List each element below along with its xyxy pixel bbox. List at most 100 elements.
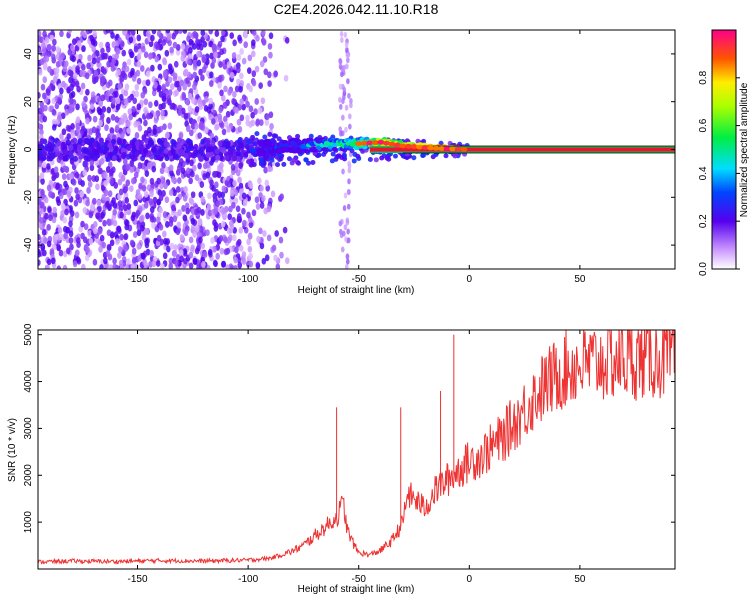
spectrogram-cell <box>261 194 266 202</box>
spectrogram-cell <box>189 129 194 137</box>
spectrogram-cell <box>81 64 86 71</box>
spectrogram-cell <box>98 137 104 144</box>
spectrogram-cell <box>130 264 136 269</box>
spectrogram-cell <box>164 196 170 204</box>
spectrogram-cell <box>157 148 163 155</box>
spectrogram-cell <box>145 79 151 87</box>
spectrogram-cell <box>257 177 262 185</box>
spectrogram-cell <box>71 178 77 186</box>
spectrogram-cell <box>175 49 181 56</box>
spectrogram-cell <box>268 51 273 59</box>
spectrogram-cell <box>51 108 57 116</box>
spectrogram-cell <box>284 36 290 44</box>
spectrogram-cell <box>51 216 57 224</box>
spectrogram-cell <box>205 229 210 236</box>
spectrogram-cell <box>151 222 156 229</box>
spectrogram-cell <box>217 81 222 89</box>
spectrogram-cell <box>163 147 169 154</box>
spectrogram-cell <box>246 211 251 219</box>
spectrogram-cell <box>218 61 223 68</box>
spectrogram-cell <box>98 100 103 108</box>
spectrogram-cell <box>161 161 166 169</box>
spectrogram-cell <box>184 202 190 210</box>
spectrogram-cell <box>143 51 149 59</box>
spectrogram-cell <box>207 192 212 200</box>
spectrogram-cell <box>152 128 158 136</box>
spectrogram-cell <box>107 79 113 87</box>
spectrogram-cell <box>204 95 209 103</box>
spectrogram-cell <box>65 139 71 146</box>
spectrogram-cell <box>222 140 228 147</box>
spectrogram-cell <box>133 45 139 53</box>
spectrogram-cell <box>82 207 88 214</box>
spectrogram-cell <box>156 234 162 242</box>
y-tick-label: 4000 <box>23 370 34 393</box>
spectrogram-cell <box>346 203 351 210</box>
spectrogram-cell <box>140 176 145 184</box>
spectrogram-cell <box>81 263 86 269</box>
spectrogram-cell <box>162 58 168 66</box>
spectrogram-cell <box>198 155 204 162</box>
spectrogram-cell <box>47 50 52 58</box>
spectrogram-cell <box>232 39 237 47</box>
snr-series-line <box>38 330 675 565</box>
spectrogram-cell <box>92 258 98 266</box>
spectrogram-cell <box>98 167 103 175</box>
spectrogram-cell <box>119 233 124 241</box>
spectrogram-cell <box>121 49 127 57</box>
spectrogram-cell <box>105 45 111 53</box>
spectrogram-cell <box>172 189 177 197</box>
spectrogram-cell <box>156 177 161 185</box>
signal-ridge-cell <box>393 142 401 148</box>
spectrogram-cell <box>168 67 174 75</box>
spectrogram-cell <box>214 123 220 131</box>
spectrogram-cell <box>171 32 176 40</box>
spectrogram-cell <box>200 124 205 131</box>
spectrogram-cell <box>159 167 165 175</box>
spectrogram-cell <box>117 252 122 259</box>
spectrogram-cell <box>230 163 236 171</box>
spectrogram-cell <box>62 155 68 162</box>
spectrogram-cell <box>84 72 90 80</box>
spectrogram-cell <box>278 236 284 244</box>
spectrogram-cell <box>346 228 350 235</box>
spectrogram-cell <box>150 64 155 72</box>
spectrogram-cell <box>194 174 200 182</box>
spectrogram-cell <box>87 174 92 182</box>
spectrogram-cell <box>234 246 239 254</box>
spectrogram-cell <box>101 106 107 113</box>
spectrogram-cell <box>219 48 225 56</box>
spectrogram-cell <box>122 126 128 134</box>
spectrogram-cell <box>192 230 197 238</box>
spectrogram-cell <box>200 30 206 36</box>
spectrogram-cell <box>166 33 172 41</box>
spectrogram-cell <box>182 214 188 222</box>
spectrogram-cell <box>190 97 196 104</box>
spectrogram-cell <box>347 113 352 120</box>
spectrogram-cell <box>94 75 99 83</box>
spectrogram-cell <box>122 204 128 212</box>
spectrogram-cell <box>345 47 349 54</box>
spectrogram-cell <box>116 68 121 76</box>
spectrogram-cell <box>64 108 70 116</box>
spectrogram-cell <box>221 207 226 215</box>
spectrogram-cell <box>80 82 86 90</box>
spectrogram-cell <box>102 68 107 75</box>
spectrogram-cell <box>94 149 100 156</box>
spectrogram-cell <box>117 36 123 44</box>
spectrogram-cell <box>214 148 220 155</box>
spectrogram-cell <box>251 70 257 78</box>
spectrogram-cell <box>38 68 43 76</box>
spectrogram-cell <box>42 63 48 71</box>
spectrogram-cell <box>72 155 78 162</box>
spectrogram-cell <box>68 92 74 100</box>
spectrogram-cell <box>160 263 165 269</box>
spectrogram-cell <box>143 191 149 198</box>
spectrogram-cell <box>137 43 142 50</box>
spectrogram-cell <box>124 83 130 91</box>
spectrogram-cell <box>217 140 223 147</box>
spectrogram-cell <box>248 252 253 260</box>
spectrogram-cell <box>208 113 213 121</box>
spectrogram-cell <box>112 257 117 265</box>
spectrogram-cell <box>38 91 41 99</box>
